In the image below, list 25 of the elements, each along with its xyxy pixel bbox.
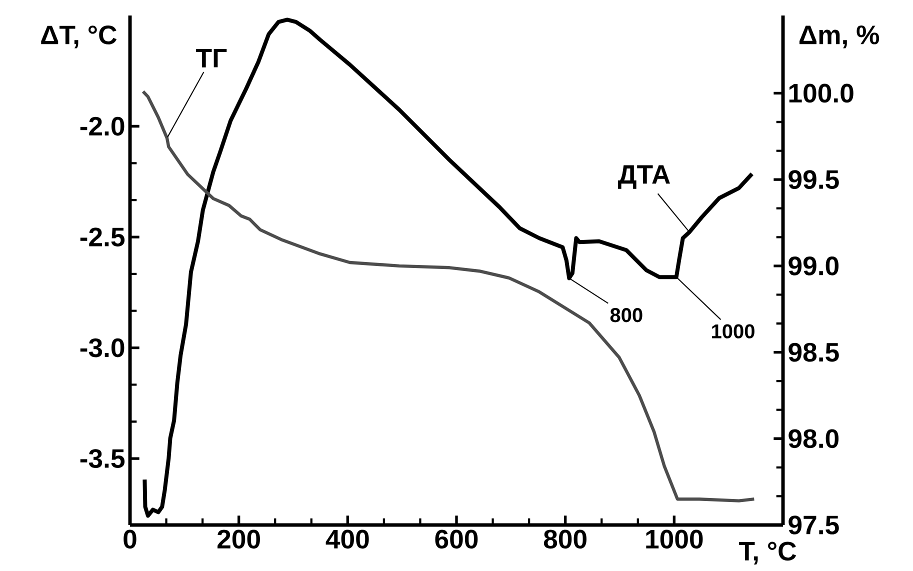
x-axis-title: T, °C: [739, 542, 796, 564]
y-tick-label: -3.5: [80, 449, 125, 468]
y2-tick-label: 100.0: [789, 84, 854, 103]
line-series: [142, 18, 754, 518]
text: ТГ: [196, 48, 227, 68]
x-tick-label: 1000: [646, 530, 703, 549]
x-tick-label: 400: [326, 530, 369, 549]
y2-tick-label: 99.0: [788, 256, 839, 276]
annotation: 1000: [712, 324, 754, 338]
y-axis-title: ΔT, °C: [41, 26, 117, 48]
y-tick-label: -2.5: [80, 228, 125, 246]
y2-tick-label: 97.5: [788, 516, 839, 534]
y2-tick-label: 98.0: [788, 429, 839, 448]
line-series: [141, 90, 756, 502]
x-tick-label: 800: [544, 530, 586, 549]
x-tick-label: 600: [435, 530, 478, 549]
y2-tick-label: 99.5: [788, 170, 839, 190]
series-label: ДТА: [618, 165, 670, 189]
y2-axis-title: Δm, %: [799, 26, 880, 48]
y-tick-label: -3.0: [80, 338, 124, 358]
x-tick-label: 0: [124, 530, 136, 549]
y2-tick-label: 98.5: [788, 342, 839, 362]
annotation: 800: [610, 308, 642, 322]
x-tick-label: 200: [218, 530, 260, 549]
y-tick-label: -2.0: [80, 116, 124, 136]
